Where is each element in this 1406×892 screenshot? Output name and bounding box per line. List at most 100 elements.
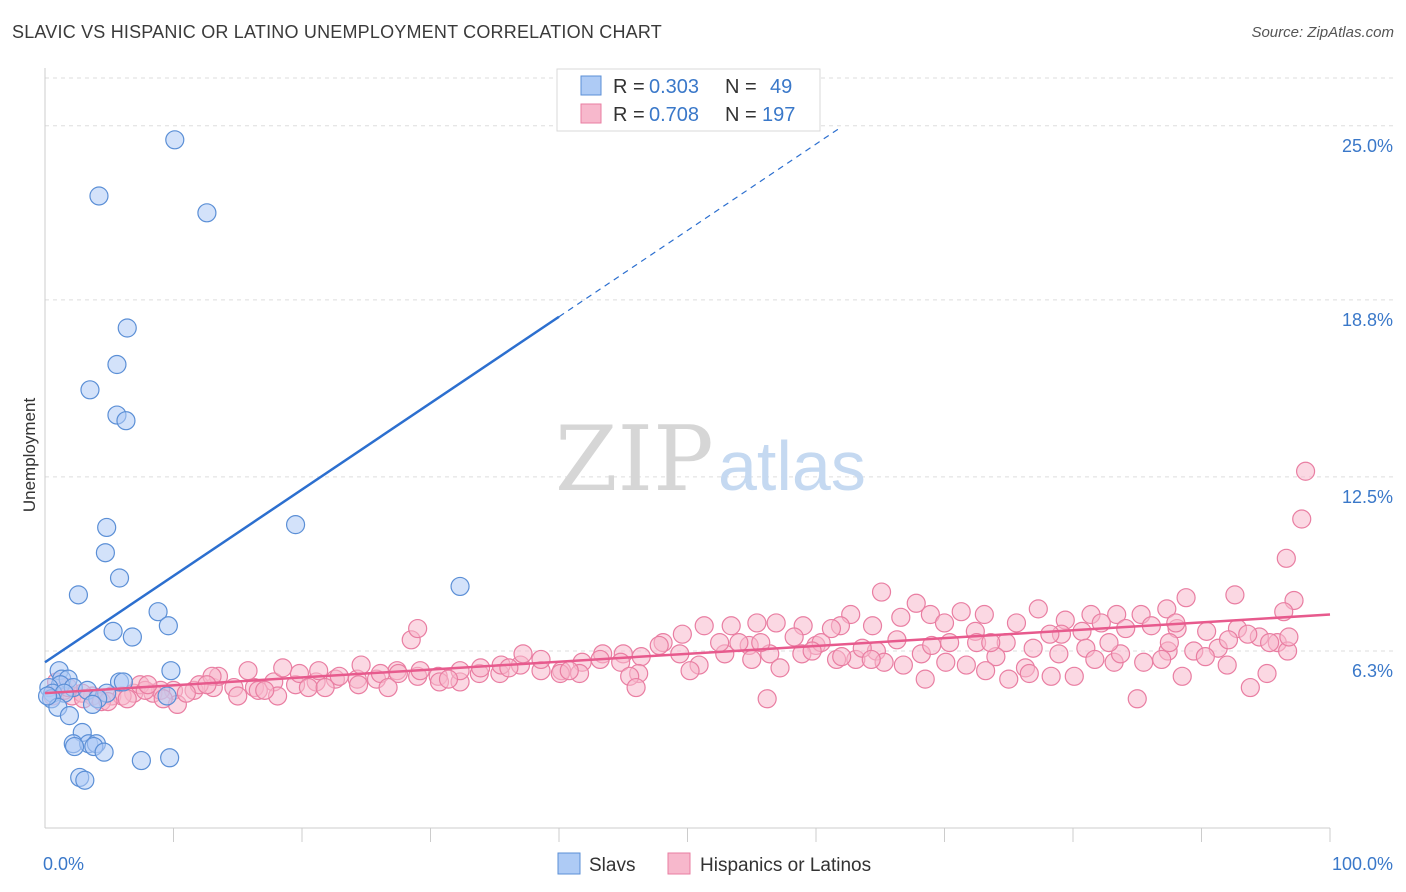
- slavs-point: [109, 568, 130, 588]
- hispanic-point: [729, 633, 749, 653]
- bottom-legend-label-slavs: Slavs: [589, 855, 635, 876]
- y-tick-label: 25.0%: [1342, 136, 1393, 156]
- hispanic-point: [1085, 649, 1105, 670]
- bottom-legend-label-hispanics: Hispanics or Latinos: [700, 855, 871, 876]
- legend-swatch-hispanics: [580, 103, 602, 124]
- hispanic-point: [1260, 633, 1280, 653]
- hispanic-point: [751, 633, 771, 653]
- slavs-point: [64, 736, 85, 757]
- slavs-point: [95, 543, 115, 563]
- hispanic-point: [1279, 627, 1299, 647]
- hispanic-point: [721, 616, 741, 636]
- slavs-point: [122, 627, 142, 647]
- slavs-point: [148, 602, 168, 622]
- hispanic-point: [906, 593, 926, 613]
- hispanic-point: [1159, 633, 1179, 653]
- x-tick-label-min: 0.0%: [43, 854, 84, 874]
- hispanic-point: [559, 661, 579, 681]
- hispanic-point: [920, 604, 940, 625]
- hispanic-point: [1195, 647, 1215, 667]
- hispanic-point: [1040, 624, 1060, 644]
- hispanic-point: [1295, 461, 1316, 481]
- hispanic-point: [862, 616, 883, 636]
- slavs-point: [197, 203, 217, 223]
- hispanic-point: [1225, 585, 1245, 605]
- slavs-point: [116, 411, 136, 431]
- slavs-point: [59, 706, 80, 726]
- legend-r-label-1: R =: [613, 76, 645, 98]
- slavs-trendline-extension: [558, 126, 843, 318]
- hispanic-point: [861, 649, 881, 670]
- bottom-legend-swatch-slavs: [557, 852, 581, 875]
- hispanic-point: [1049, 644, 1069, 664]
- hispanic-point: [1019, 663, 1039, 684]
- slavs-point: [160, 748, 180, 768]
- chart-title: SLAVIC VS HISPANIC OR LATINO UNEMPLOYMEN…: [12, 22, 662, 42]
- hispanic-point: [981, 633, 1001, 653]
- hispanic-point: [1006, 613, 1027, 633]
- hispanic-point: [976, 661, 996, 681]
- legend-swatch-slavs: [580, 75, 602, 96]
- hispanic-point: [1107, 604, 1127, 625]
- slavs-point: [450, 576, 470, 597]
- hispanic-point: [915, 669, 935, 689]
- y-axis-label: Unemployment: [20, 398, 39, 513]
- hispanic-point: [117, 689, 137, 709]
- x-tick-label-max: 100.0%: [1332, 854, 1393, 874]
- slavs-point: [158, 616, 178, 636]
- hispanic-point: [1127, 689, 1147, 709]
- hispanic-point: [934, 613, 955, 633]
- hispanic-point: [1152, 649, 1172, 670]
- hispanic-point: [378, 677, 398, 698]
- slavs-point: [157, 686, 177, 706]
- hispanic-point: [832, 647, 852, 667]
- hispanic-point: [1172, 666, 1192, 686]
- hispanic-point: [1072, 621, 1092, 641]
- hispanic-point: [1041, 666, 1061, 686]
- slavs-trendline: [44, 315, 560, 664]
- bottom-legend-swatch-hispanics: [667, 852, 691, 875]
- hispanic-point: [499, 658, 519, 678]
- hispanic-point: [315, 677, 335, 698]
- slavs-point: [103, 621, 123, 641]
- hispanic-point: [1176, 588, 1196, 608]
- legend-n-value-2: 197: [762, 104, 795, 126]
- hispanic-point: [974, 604, 994, 625]
- hispanic-point: [408, 618, 428, 639]
- hispanic-point: [1157, 599, 1177, 619]
- hispanic-point: [770, 658, 790, 678]
- hispanic-point: [649, 635, 669, 656]
- slavs-point: [94, 742, 114, 762]
- hispanic-point: [1240, 677, 1260, 698]
- hispanic-point: [956, 655, 976, 675]
- watermark: ZIP atlas: [555, 407, 866, 512]
- y-tick-label: 12.5%: [1342, 487, 1393, 507]
- slavs-point: [113, 672, 133, 692]
- legend-n-label-2: N =: [725, 104, 757, 126]
- hispanic-point: [626, 677, 646, 698]
- hispanic-point: [893, 655, 913, 675]
- hispanic-point: [176, 683, 196, 703]
- hispanic-point: [680, 661, 700, 681]
- hispanic-point: [138, 675, 158, 695]
- hispanic-point: [438, 669, 459, 689]
- hispanic-point: [936, 652, 956, 672]
- hispanic-point: [742, 649, 762, 670]
- hispanic-point: [351, 655, 371, 675]
- hispanic-point: [1110, 644, 1131, 664]
- hispanic-point: [951, 602, 971, 622]
- hispanic-point: [1023, 638, 1043, 658]
- y-tick-label: 18.8%: [1342, 310, 1393, 330]
- slavs-point: [131, 750, 151, 771]
- legend: R = 0.303 N = 49 R = 0.708 N = 197: [556, 68, 821, 132]
- hispanic-point: [694, 616, 714, 636]
- hispanic-point: [891, 607, 911, 627]
- hispanic-point: [1099, 633, 1119, 653]
- hispanic-point: [871, 582, 892, 602]
- slavs-point: [68, 585, 89, 605]
- slavs-point: [285, 515, 306, 535]
- hispanic-point: [1134, 652, 1154, 672]
- hispanic-point: [757, 689, 777, 709]
- legend-r-value-1: 0.303: [649, 76, 699, 98]
- hispanic-point: [821, 618, 842, 639]
